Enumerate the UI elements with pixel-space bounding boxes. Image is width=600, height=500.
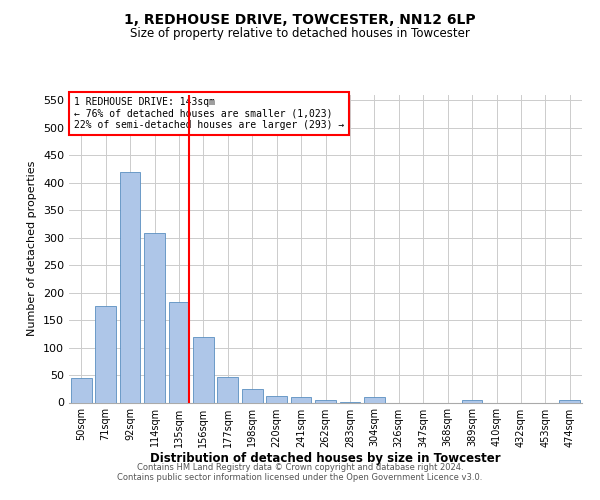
Bar [290, 397, 311, 402]
Text: 1 REDHOUSE DRIVE: 143sqm
← 76% of detached houses are smaller (1,023)
22% of sem: 1 REDHOUSE DRIVE: 143sqm ← 76% of detach… [74, 96, 344, 130]
Bar [559, 400, 580, 402]
Bar [266, 396, 287, 402]
Y-axis label: Number of detached properties: Number of detached properties [28, 161, 37, 336]
Bar [95, 306, 116, 402]
Bar [71, 378, 92, 402]
Text: Size of property relative to detached houses in Towcester: Size of property relative to detached ho… [130, 28, 470, 40]
Bar [461, 400, 482, 402]
Text: Contains public sector information licensed under the Open Government Licence v3: Contains public sector information licen… [118, 474, 482, 482]
Bar [169, 302, 190, 402]
Text: 1, REDHOUSE DRIVE, TOWCESTER, NN12 6LP: 1, REDHOUSE DRIVE, TOWCESTER, NN12 6LP [124, 12, 476, 26]
Bar [315, 400, 336, 402]
Bar [193, 337, 214, 402]
Bar [364, 397, 385, 402]
Text: Contains HM Land Registry data © Crown copyright and database right 2024.: Contains HM Land Registry data © Crown c… [137, 462, 463, 471]
Bar [242, 389, 263, 402]
Bar [144, 234, 165, 402]
X-axis label: Distribution of detached houses by size in Towcester: Distribution of detached houses by size … [150, 452, 501, 466]
Bar [119, 172, 140, 402]
Bar [217, 377, 238, 402]
